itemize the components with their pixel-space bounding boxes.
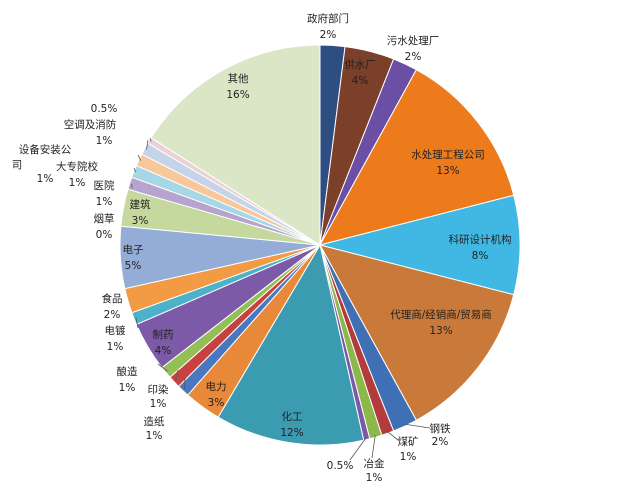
slice-name-label: 科研设计机构	[449, 233, 512, 246]
slice-percent-label: 1%	[150, 398, 167, 410]
leader-line	[157, 363, 168, 372]
leader-line	[184, 377, 186, 390]
slice-name-label: 印染	[148, 383, 169, 396]
slice-name-label: 制药	[153, 328, 174, 341]
slice-percent-label: 1%	[366, 472, 383, 484]
leader-line	[146, 139, 149, 150]
slice-name-label: 钢铁	[430, 422, 451, 435]
leader-lines	[131, 137, 431, 461]
slice-percent-label: 0%	[96, 229, 113, 241]
slice-name-label: 造纸	[144, 415, 165, 428]
slice-percent-label: 0.5%	[91, 103, 118, 115]
slice-percent-label: 5%	[125, 260, 142, 272]
slice-name-label: 供水厂	[344, 58, 376, 71]
slice-percent-label: 2%	[405, 51, 422, 63]
slice-name-label: 其他	[228, 72, 249, 85]
slice-percent-label: 0.5%	[327, 460, 354, 472]
slice-percent-label: 8%	[472, 250, 489, 262]
leader-line	[349, 437, 367, 461]
pie-slice	[217, 243, 365, 446]
slice-name-label: 化工	[282, 410, 303, 423]
slice-percent-label: 1%	[96, 135, 113, 147]
slice-percent-label: 1%	[107, 341, 124, 353]
slice-name-label: 水处理工程公司	[411, 149, 485, 161]
leader-line	[175, 369, 179, 381]
slice-name-label: 煤矿	[398, 435, 419, 448]
leader-line	[149, 137, 152, 142]
leader-line	[133, 167, 137, 173]
slice-percent-label: 1%	[69, 177, 86, 189]
slice-name-label: 冶金	[364, 457, 385, 470]
pie-slice	[319, 194, 521, 296]
slice-percent-label: 12%	[280, 427, 303, 439]
slice-percent-label: 4%	[352, 75, 369, 87]
leader-line	[137, 154, 142, 161]
slice-percent-label: 13%	[429, 325, 452, 337]
slice-name-label: 设备安装公	[19, 143, 72, 156]
slice-percent-label: 1%	[400, 451, 417, 463]
slice-percent-label: 13%	[436, 165, 459, 177]
slice-name-label: 医院	[94, 179, 115, 192]
slice-percent-label: 4%	[155, 345, 172, 357]
slice-name-label: 政府部门	[307, 12, 349, 25]
pie-slices	[119, 44, 521, 446]
slice-percent-label: 1%	[96, 196, 113, 208]
slice-name-label: 大专院校	[56, 160, 98, 173]
slice-percent-label: 2%	[104, 309, 121, 321]
slice-name-label: 电镀	[105, 324, 126, 337]
leader-line	[386, 430, 399, 441]
slice-name-label: 污水处理厂	[387, 35, 440, 47]
slice-name-label: 烟草	[94, 212, 115, 225]
pie-slice	[319, 244, 515, 421]
slice-name-label: 酿造	[117, 365, 138, 378]
leader-line	[404, 423, 431, 429]
slice-percent-label: 1%	[37, 173, 54, 185]
slice-name-label: 食品	[102, 292, 123, 305]
slice-percent-label: 2%	[320, 29, 337, 41]
leader-line	[371, 435, 376, 459]
slice-labels: 政府部门 2% 供水厂 4% 污水处理厂 2% 水处理工程公司 13% 科研设计机构 8% 代理商/…	[12, 12, 512, 484]
slice-percent-label: 2%	[432, 436, 449, 448]
slice-name-label: 代理商/经销商/贸易商	[390, 308, 492, 321]
pie-slice	[319, 69, 515, 246]
pie-slice	[150, 44, 321, 246]
slice-percent-label: 16%	[226, 89, 249, 101]
slice-name-label: 司	[12, 159, 23, 171]
slice-name-label: 空调及消防	[64, 118, 117, 131]
slice-name-label: 建筑	[130, 198, 151, 211]
slice-name-label: 电子	[123, 243, 144, 256]
slice-percent-label: 3%	[208, 397, 225, 409]
leader-line	[135, 317, 139, 329]
slice-percent-label: 1%	[146, 430, 163, 442]
slice-percent-label: 3%	[132, 215, 149, 227]
slice-name-label: 电力	[206, 380, 227, 393]
slice-percent-label: 1%	[119, 382, 136, 394]
